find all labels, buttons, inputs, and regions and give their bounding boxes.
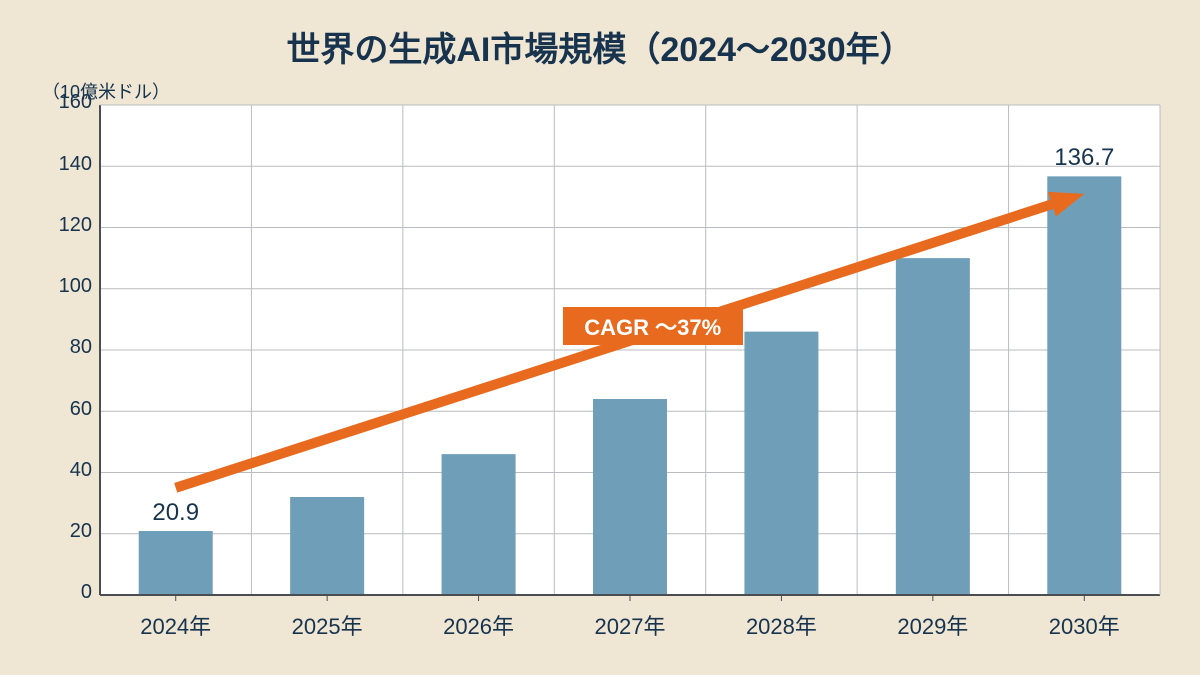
y-tick-label: 100 (42, 275, 92, 298)
y-tick-label: 40 (42, 459, 92, 482)
chart-stage: 世界の生成AI市場規模（2024〜2030年） （10億米ドル） CAGR ～3… (0, 0, 1200, 675)
bar-value-label: 136.7 (1054, 144, 1114, 172)
y-tick-label: 120 (42, 214, 92, 237)
y-tick-label: 160 (42, 91, 92, 114)
x-tick-label: 2027年 (595, 609, 666, 641)
y-tick-label: 0 (42, 581, 92, 604)
x-tick-label: 2028年 (746, 609, 817, 641)
x-tick-label: 2030年 (1049, 609, 1120, 641)
bar (593, 399, 667, 595)
bar (896, 258, 970, 595)
bar (744, 332, 818, 595)
y-tick-label: 80 (42, 336, 92, 359)
bar (290, 497, 364, 595)
bar (1047, 176, 1121, 595)
y-tick-label: 140 (42, 153, 92, 176)
y-tick-label: 60 (42, 398, 92, 421)
cagr-annotation: CAGR ～37% (563, 307, 743, 345)
x-tick-label: 2025年 (292, 609, 363, 641)
bar-value-label: 20.9 (152, 499, 199, 527)
x-tick-label: 2024年 (140, 609, 211, 641)
bar (442, 454, 516, 595)
bar (139, 531, 213, 595)
y-tick-label: 20 (42, 520, 92, 543)
x-tick-label: 2026年 (443, 609, 514, 641)
x-tick-label: 2029年 (897, 609, 968, 641)
